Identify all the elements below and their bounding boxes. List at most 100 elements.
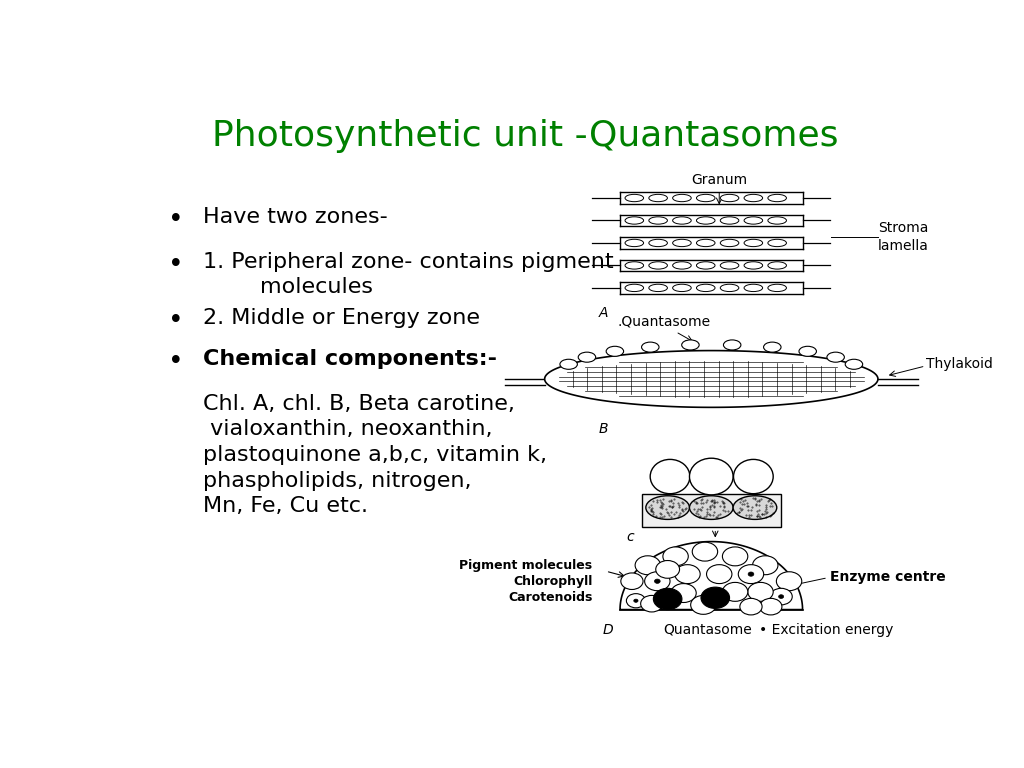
Ellipse shape: [768, 262, 786, 269]
Text: •: •: [168, 349, 183, 376]
Ellipse shape: [720, 262, 739, 269]
Ellipse shape: [649, 217, 668, 224]
Text: Have two zones-: Have two zones-: [204, 207, 388, 227]
Ellipse shape: [738, 564, 764, 584]
Text: B: B: [599, 422, 608, 436]
Text: Chemical components:-: Chemical components:-: [204, 349, 498, 369]
Text: • Excitation energy: • Excitation energy: [759, 623, 893, 637]
Polygon shape: [620, 541, 803, 610]
Ellipse shape: [799, 346, 816, 356]
Text: •: •: [168, 252, 183, 278]
Ellipse shape: [696, 240, 715, 247]
Polygon shape: [545, 350, 878, 407]
Ellipse shape: [768, 240, 786, 247]
Ellipse shape: [606, 346, 624, 356]
Ellipse shape: [625, 240, 644, 247]
Text: D: D: [603, 623, 613, 637]
Text: Stroma
lamella: Stroma lamella: [878, 221, 929, 253]
Ellipse shape: [764, 342, 781, 353]
Ellipse shape: [749, 572, 754, 576]
Ellipse shape: [671, 584, 696, 603]
Text: .Quantasome: .Quantasome: [617, 315, 711, 329]
Ellipse shape: [649, 262, 668, 269]
Ellipse shape: [748, 582, 773, 601]
Ellipse shape: [646, 496, 689, 519]
Ellipse shape: [673, 194, 691, 202]
Ellipse shape: [696, 284, 715, 292]
Text: Thylakoid: Thylakoid: [926, 357, 992, 371]
Ellipse shape: [827, 353, 845, 362]
Text: •: •: [168, 207, 183, 233]
Ellipse shape: [625, 194, 644, 202]
Ellipse shape: [635, 556, 660, 574]
Ellipse shape: [673, 240, 691, 247]
Ellipse shape: [722, 582, 748, 601]
Ellipse shape: [673, 217, 691, 224]
Ellipse shape: [845, 359, 862, 369]
Ellipse shape: [744, 240, 763, 247]
Ellipse shape: [673, 284, 691, 292]
Text: Light Energy: Light Energy: [672, 513, 759, 527]
Ellipse shape: [744, 262, 763, 269]
Ellipse shape: [720, 240, 739, 247]
Text: A: A: [599, 306, 608, 319]
Ellipse shape: [634, 599, 638, 602]
Ellipse shape: [663, 547, 688, 566]
Ellipse shape: [650, 459, 690, 494]
Ellipse shape: [621, 573, 643, 590]
Text: 2. Middle or Energy zone: 2. Middle or Energy zone: [204, 308, 480, 328]
Ellipse shape: [770, 588, 793, 605]
Ellipse shape: [760, 598, 782, 615]
Ellipse shape: [701, 587, 729, 608]
Ellipse shape: [776, 571, 802, 591]
Ellipse shape: [720, 284, 739, 292]
Ellipse shape: [744, 194, 763, 202]
Ellipse shape: [733, 459, 773, 494]
Ellipse shape: [723, 340, 741, 350]
Ellipse shape: [649, 240, 668, 247]
Ellipse shape: [655, 561, 680, 578]
Text: Quantasome: Quantasome: [663, 623, 752, 637]
Ellipse shape: [692, 542, 718, 561]
Text: Enzyme centre: Enzyme centre: [830, 570, 946, 584]
Ellipse shape: [720, 194, 739, 202]
Ellipse shape: [654, 579, 660, 584]
Ellipse shape: [707, 564, 732, 584]
Ellipse shape: [696, 217, 715, 224]
Ellipse shape: [645, 571, 670, 591]
Ellipse shape: [682, 340, 699, 350]
Ellipse shape: [642, 342, 659, 353]
Ellipse shape: [768, 194, 786, 202]
Ellipse shape: [740, 598, 762, 615]
Ellipse shape: [641, 595, 663, 612]
Ellipse shape: [649, 194, 668, 202]
Text: Granum: Granum: [691, 173, 748, 187]
Text: Pigment molecules
Chlorophyll
Carotenoids: Pigment molecules Chlorophyll Carotenoid…: [459, 559, 592, 604]
Ellipse shape: [625, 284, 644, 292]
Ellipse shape: [722, 547, 748, 566]
Ellipse shape: [625, 262, 644, 269]
Ellipse shape: [720, 217, 739, 224]
Ellipse shape: [778, 594, 783, 598]
Ellipse shape: [744, 284, 763, 292]
Ellipse shape: [753, 556, 778, 574]
Ellipse shape: [560, 359, 578, 369]
Ellipse shape: [673, 262, 691, 269]
Text: Chl. A, chl. B, Beta carotine,
 vialoxanthin, neoxanthin,
plastoquinone a,b,c, v: Chl. A, chl. B, Beta carotine, vialoxant…: [204, 394, 548, 516]
Ellipse shape: [675, 564, 700, 584]
Ellipse shape: [690, 595, 716, 614]
Ellipse shape: [649, 284, 668, 292]
Ellipse shape: [625, 217, 644, 224]
Ellipse shape: [689, 458, 733, 495]
Ellipse shape: [768, 217, 786, 224]
Text: 1. Peripheral zone- contains pigment
        molecules: 1. Peripheral zone- contains pigment mol…: [204, 252, 614, 297]
Ellipse shape: [579, 353, 596, 362]
Ellipse shape: [733, 496, 777, 519]
Ellipse shape: [653, 588, 682, 610]
Text: Photosynthetic unit -Quantasomes: Photosynthetic unit -Quantasomes: [212, 119, 838, 153]
FancyBboxPatch shape: [642, 495, 780, 527]
Text: •: •: [168, 308, 183, 334]
Ellipse shape: [696, 194, 715, 202]
Ellipse shape: [627, 594, 645, 607]
Ellipse shape: [696, 262, 715, 269]
